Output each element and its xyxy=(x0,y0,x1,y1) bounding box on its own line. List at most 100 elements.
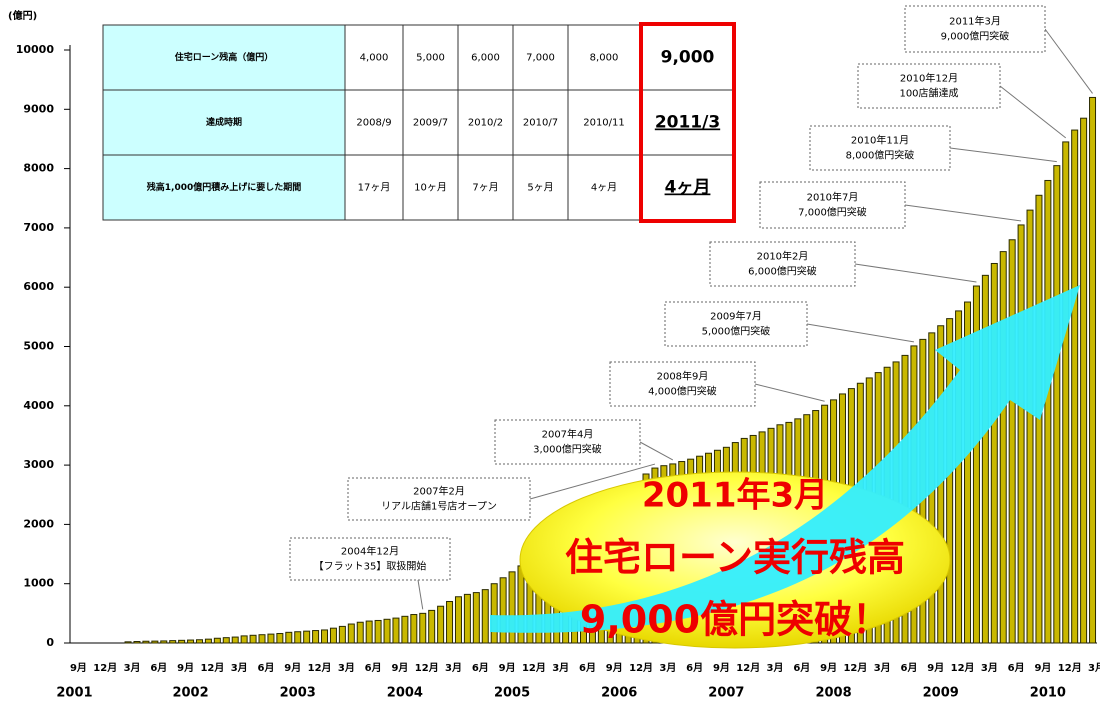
annotation-box xyxy=(495,420,640,464)
bar xyxy=(464,594,470,643)
annotation-text: 100店舗達成 xyxy=(899,87,958,100)
annotation-leader xyxy=(855,264,976,282)
year-label: 2007 xyxy=(708,686,744,701)
x-tick-label: 3月 xyxy=(659,662,676,674)
annotation-box xyxy=(810,126,950,170)
bar xyxy=(196,640,202,643)
x-tick-label: 9月 xyxy=(391,662,408,674)
x-tick-label: 9月 xyxy=(927,662,944,674)
y-tick-label: 1000 xyxy=(23,577,54,590)
annotation-leader xyxy=(755,384,825,401)
table-text: 2009/7 xyxy=(413,118,448,129)
x-tick-label: 3月 xyxy=(874,662,891,674)
chart: (億円) 01000200030004000500060007000800090… xyxy=(0,0,1100,713)
x-tick-label: 12月 xyxy=(308,662,332,674)
bar xyxy=(1081,118,1087,643)
annotation-leader xyxy=(1000,86,1066,138)
x-tick-label: 9月 xyxy=(177,662,194,674)
bar xyxy=(330,628,336,643)
x-tick-label: 12月 xyxy=(522,662,546,674)
bar xyxy=(250,635,256,643)
x-tick-label: 12月 xyxy=(93,662,117,674)
annotation-text: 3,000億円突破 xyxy=(533,443,602,456)
x-tick-label: 3月 xyxy=(445,662,462,674)
bar xyxy=(268,634,274,643)
x-tick-label: 12月 xyxy=(200,662,224,674)
y-tick-label: 4000 xyxy=(23,399,54,412)
x-tick-label: 9月 xyxy=(284,662,301,674)
y-tick-label: 0 xyxy=(46,636,54,649)
x-tick-label: 9月 xyxy=(606,662,623,674)
table-text: 4,000 xyxy=(360,53,389,64)
table-text: 2010/11 xyxy=(583,118,625,129)
bar xyxy=(1063,142,1069,643)
bar xyxy=(304,631,310,643)
bar xyxy=(438,606,444,643)
bar xyxy=(223,638,229,643)
x-tick-label: 6月 xyxy=(365,662,382,674)
y-tick-label: 2000 xyxy=(23,517,54,530)
year-label: 2010 xyxy=(1030,686,1066,701)
bar xyxy=(1027,210,1033,643)
y-tick-label: 7000 xyxy=(23,221,54,234)
bar xyxy=(411,615,417,643)
bar xyxy=(1090,97,1096,643)
year-label: 2005 xyxy=(494,686,530,701)
x-tick-label: 3月 xyxy=(124,662,141,674)
annotation-leader xyxy=(640,442,673,460)
year-label: 2001 xyxy=(56,686,92,701)
table-text: 2008/9 xyxy=(356,118,391,129)
annotation-text: 2010年7月 xyxy=(807,191,859,204)
bar xyxy=(214,638,220,643)
x-tick-label: 6月 xyxy=(579,662,596,674)
bar xyxy=(500,578,506,643)
bar xyxy=(339,626,345,643)
bar xyxy=(1009,240,1015,643)
annotation-text: 6,000億円突破 xyxy=(748,265,817,278)
x-tick-label: 12月 xyxy=(1058,662,1082,674)
annotation-leader xyxy=(905,205,1021,221)
table-text: 住宅ローン残高（億円） xyxy=(175,51,274,63)
x-tick-label: 6月 xyxy=(901,662,918,674)
bar xyxy=(277,634,283,643)
y-tick-label: 5000 xyxy=(23,340,54,353)
x-tick-label: 9月 xyxy=(1034,662,1051,674)
annotation-box xyxy=(290,538,450,580)
annotation-text: 2009年7月 xyxy=(710,310,762,323)
table-text: 17ヶ月 xyxy=(358,182,391,194)
bar xyxy=(286,632,292,643)
year-label: 2004 xyxy=(387,686,423,701)
table-text: 達成時期 xyxy=(206,116,242,128)
bar xyxy=(188,640,194,643)
year-label: 2008 xyxy=(815,686,851,701)
annotation-box xyxy=(905,6,1045,52)
bar xyxy=(473,593,479,643)
annotation-text: 2010年12月 xyxy=(900,72,958,85)
callout-text: 2011年3月 xyxy=(642,476,828,516)
bar xyxy=(420,613,426,643)
bar xyxy=(1054,166,1060,643)
x-tick-label: 12月 xyxy=(951,662,975,674)
annotation-text: 8,000億円突破 xyxy=(846,149,915,162)
x-tick-label: 6月 xyxy=(258,662,275,674)
bar xyxy=(313,631,319,643)
y-tick-label: 3000 xyxy=(23,458,54,471)
table-text: 4ヶ月 xyxy=(591,182,617,194)
annotation-box xyxy=(760,182,905,228)
unit-label: (億円) xyxy=(8,9,37,22)
table-text: 5ヶ月 xyxy=(527,182,553,194)
annotation-leader xyxy=(807,324,914,342)
x-tick-label: 3月 xyxy=(981,662,998,674)
annotation-text: 2007年2月 xyxy=(413,485,465,498)
table-text: 10ヶ月 xyxy=(414,182,447,194)
y-tick-label: 8000 xyxy=(23,162,54,175)
annotation-text: 2010年2月 xyxy=(757,250,809,263)
bar xyxy=(366,621,372,643)
x-tick-label: 9月 xyxy=(820,662,837,674)
x-tick-label: 9月 xyxy=(499,662,516,674)
annotation-leader xyxy=(950,148,1057,162)
bar xyxy=(241,636,247,643)
y-tick-label: 6000 xyxy=(23,280,54,293)
bar xyxy=(232,637,238,643)
x-tick-label: 6月 xyxy=(793,662,810,674)
